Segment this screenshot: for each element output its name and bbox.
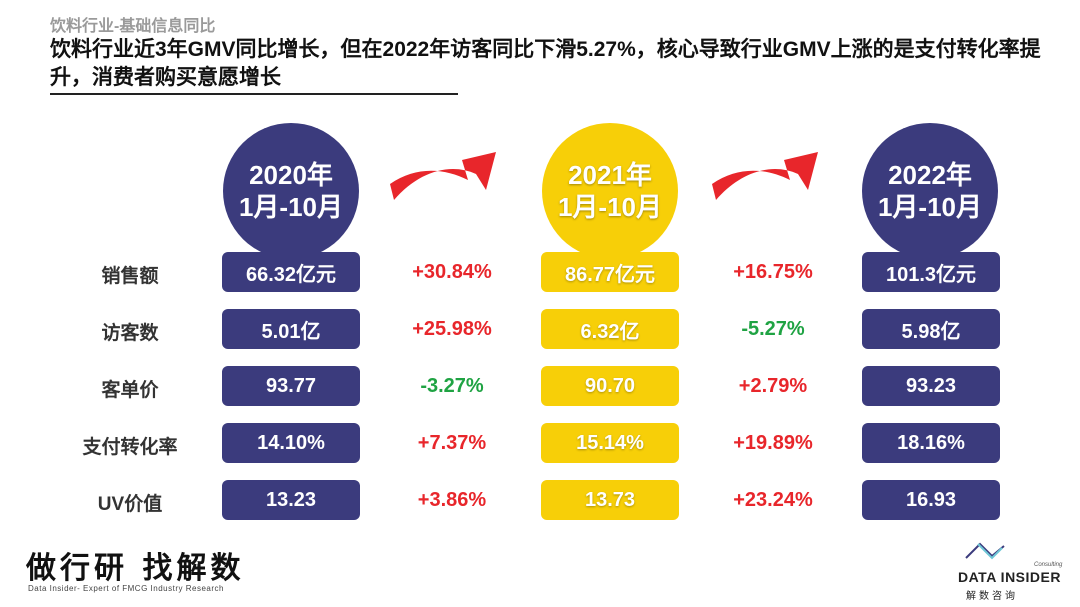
metric-label: UV价值 [97,494,163,515]
metric-change-2022: +23.24% [733,489,813,511]
period-range: 1月-10月 [557,192,663,222]
period-circle-2021: 2021年 1月-10月 [542,123,678,259]
metric-value-2021: 86.77亿元 [541,252,679,292]
metric-value-2020: 14.10% [222,423,360,463]
growth-arrow-icon [390,152,496,200]
slide-headline: 饮料行业近3年GMV同比增长，但在2022年访客同比下滑5.27%，核心导致行业… [50,38,1041,89]
footer-slogan: 做行研 找解数 [26,551,245,586]
metric-value-2022: 16.93 [862,480,1000,520]
metric-change-2021: +30.84% [412,261,492,283]
period-range: 1月-10月 [238,192,344,222]
footer-slogan-sub: Data Insider- Expert of FMCG Industry Re… [28,584,224,593]
period-circle-2020: 2020年 1月-10月 [223,123,359,259]
period-circle-2022: 2022年 1月-10月 [862,123,998,259]
data-insider-logo-icon [965,542,1005,560]
period-year: 2021年 [568,160,652,190]
metric-label: 销售额 [101,266,159,287]
period-year: 2022年 [888,160,972,190]
metric-label: 访客数 [101,323,159,344]
metric-label: 客单价 [101,380,159,401]
metric-value-2021: 6.32亿 [541,309,679,349]
metric-value-2021: 13.73 [541,480,679,520]
metric-value-2022: 18.16% [862,423,1000,463]
metric-value-2021: 90.70 [541,366,679,406]
metric-change-2021: -3.27% [420,375,484,397]
metric-change-2022: +2.79% [738,375,808,397]
metric-value-2022: 101.3亿元 [862,252,1000,292]
metric-label: 支付转化率 [82,437,178,458]
metric-change-2021: +7.37% [417,432,487,454]
brand-name: DATA INSIDER [958,569,1061,585]
growth-arrow-icon [712,152,818,200]
period-year: 2020年 [249,160,333,190]
headline-underline [50,93,458,95]
metric-change-2021: +3.86% [417,489,487,511]
period-range: 1月-10月 [877,192,983,222]
metric-value-2022: 5.98亿 [862,309,1000,349]
metric-change-2022: -5.27% [741,318,805,340]
metric-change-2021: +25.98% [412,318,492,340]
metric-change-2022: +19.89% [733,432,813,454]
metric-value-2020: 5.01亿 [222,309,360,349]
metric-value-2020: 13.23 [222,480,360,520]
brand-consulting: Consulting [1034,562,1063,568]
metric-change-2022: +16.75% [733,261,813,283]
slide-subtitle: 饮料行业-基础信息同比 [50,18,216,35]
metric-value-2020: 93.77 [222,366,360,406]
metric-value-2021: 15.14% [541,423,679,463]
brand-cn: 解数咨询 [966,591,1018,602]
metric-value-2020: 66.32亿元 [222,252,360,292]
metric-value-2022: 93.23 [862,366,1000,406]
